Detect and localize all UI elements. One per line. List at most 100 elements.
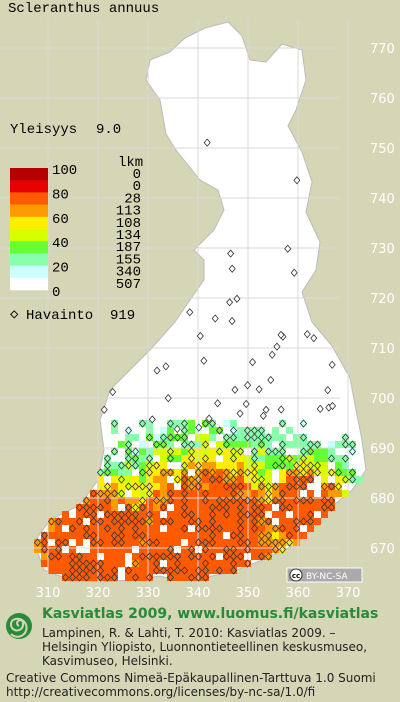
distribution-cell (314, 455, 321, 462)
observation-marker (68, 524, 77, 533)
distribution-cell (223, 525, 230, 532)
distribution-cell (188, 441, 195, 448)
distribution-cell (132, 483, 139, 490)
distribution-cell (230, 469, 237, 476)
distribution-cell (258, 427, 265, 434)
distribution-cell (216, 476, 223, 483)
distribution-cell (251, 518, 258, 525)
distribution-cell (293, 504, 300, 511)
distribution-cell (314, 448, 321, 455)
observation-marker (124, 461, 133, 470)
distribution-cell (118, 462, 125, 469)
logo (6, 613, 32, 639)
distribution-cell (265, 469, 272, 476)
distribution-cell (293, 434, 300, 441)
cc-text: cc (292, 572, 300, 580)
distribution-cell (132, 497, 139, 504)
distribution-cell (202, 504, 209, 511)
observation-marker (313, 440, 322, 449)
observation-marker (131, 573, 140, 582)
observation-marker (166, 552, 175, 561)
distribution-cell (216, 560, 223, 567)
observation-marker (236, 447, 245, 456)
distribution-cell (216, 462, 223, 469)
distribution-cell (209, 525, 216, 532)
observation-marker (96, 517, 105, 526)
observation-marker (271, 496, 280, 505)
distribution-cell (181, 490, 188, 497)
distribution-cell (83, 511, 90, 518)
distribution-cell (97, 497, 104, 504)
observation-marker (242, 399, 250, 409)
observation-marker (186, 308, 194, 317)
distribution-cell (104, 518, 111, 525)
distribution-cell (342, 434, 349, 441)
distribution-cell (55, 567, 62, 574)
distribution-cell (237, 504, 244, 511)
distribution-cell (237, 469, 244, 476)
distribution-cell (167, 448, 174, 455)
observation-marker (299, 496, 308, 505)
distribution-cell (125, 539, 132, 546)
distribution-cell (188, 546, 195, 553)
distribution-cell (181, 567, 188, 574)
distribution-cell (272, 434, 279, 441)
observation-marker (299, 419, 308, 428)
observation-marker (222, 552, 231, 561)
citation-line: Helsingin Yliopisto, Luonnontieteellinen… (42, 640, 367, 654)
distribution-cell (251, 525, 258, 532)
license-line: Creative Commons Nimeä-Epäkaupallinen-Ta… (6, 671, 376, 685)
distribution-cell (237, 546, 244, 553)
distribution-cell (223, 448, 230, 455)
observation-marker (194, 524, 203, 533)
observation-marker (215, 524, 224, 533)
distribution-cell (111, 539, 118, 546)
distribution-cell (286, 518, 293, 525)
distribution-cell (342, 476, 349, 483)
distribution-cell (125, 567, 132, 574)
distribution-cell (125, 455, 132, 462)
distribution-cell (286, 469, 293, 476)
distribution-cell (209, 567, 216, 574)
observation-marker (148, 415, 156, 424)
observation-marker (145, 573, 154, 582)
distribution-cell (188, 448, 195, 455)
observation-marker (208, 419, 217, 428)
distribution-cell (125, 511, 132, 518)
observation-marker (285, 538, 294, 547)
distribution-cell (300, 511, 307, 518)
distribution-cell (342, 455, 349, 462)
distribution-cell (62, 539, 69, 546)
distribution-cell (167, 539, 174, 546)
legend-swatch (10, 192, 48, 205)
observation-marker (348, 475, 357, 484)
distribution-cell (279, 455, 286, 462)
distribution-cell (132, 532, 139, 539)
distribution-cell (153, 560, 160, 567)
distribution-cell (104, 546, 111, 553)
distribution-cell (328, 497, 335, 504)
observation-marker (187, 482, 196, 491)
observation-marker (233, 294, 241, 303)
observation-marker (180, 566, 189, 575)
distribution-cell (125, 504, 132, 511)
distribution-cell (209, 490, 216, 497)
distribution-cell (314, 518, 321, 525)
distribution-cell (209, 497, 216, 504)
observation-marker (152, 538, 161, 547)
distribution-cell (146, 560, 153, 567)
observation-marker (33, 538, 42, 547)
distribution-cell (146, 455, 153, 462)
distribution-cell (209, 518, 216, 525)
distribution-cell (125, 462, 132, 469)
distribution-cell (223, 455, 230, 462)
observation-marker (200, 356, 208, 365)
distribution-cell (132, 518, 139, 525)
observation-marker (264, 552, 273, 561)
distribution-cell (167, 518, 174, 525)
distribution-cell (286, 476, 293, 483)
distribution-cell (90, 546, 97, 553)
observation-marker (159, 517, 168, 526)
distribution-cell (139, 567, 146, 574)
distribution-cell (251, 539, 258, 546)
